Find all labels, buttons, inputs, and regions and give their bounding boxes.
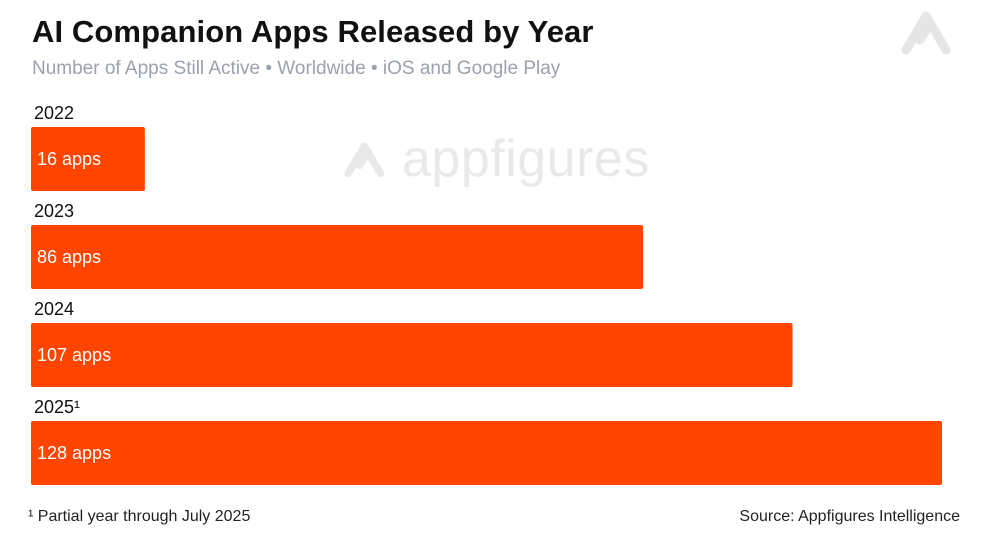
category-label: 2024 (34, 299, 74, 319)
data-label: 128 apps (37, 443, 111, 463)
data-label: 16 apps (37, 149, 101, 169)
data-label: 107 apps (37, 345, 111, 365)
appfigures-logo-icon (344, 142, 385, 178)
footnote: ¹ Partial year through July 2025 (28, 508, 251, 525)
source-note: Source: Appfigures Intelligence (739, 508, 960, 525)
category-label: 2022 (34, 103, 74, 123)
watermark: appfigures (340, 128, 650, 190)
bar (31, 225, 644, 289)
watermark-text: appfigures (402, 130, 650, 188)
data-label: 86 apps (37, 247, 101, 267)
chart-subtitle: Number of Apps Still Active • Worldwide … (32, 58, 561, 79)
category-label: 2025¹ (34, 397, 80, 417)
bar (31, 323, 793, 387)
appfigures-logo-icon (901, 11, 951, 55)
bar (31, 127, 145, 191)
chart-title: AI Companion Apps Released by Year (32, 14, 594, 49)
category-label: 2023 (34, 201, 74, 221)
bar (31, 421, 942, 485)
